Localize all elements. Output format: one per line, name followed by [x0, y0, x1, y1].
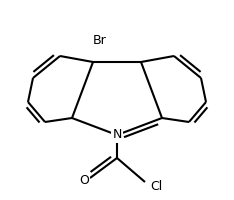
- Text: Br: Br: [93, 34, 107, 47]
- Text: N: N: [112, 129, 122, 142]
- Text: Cl: Cl: [150, 180, 162, 192]
- Text: O: O: [79, 173, 89, 186]
